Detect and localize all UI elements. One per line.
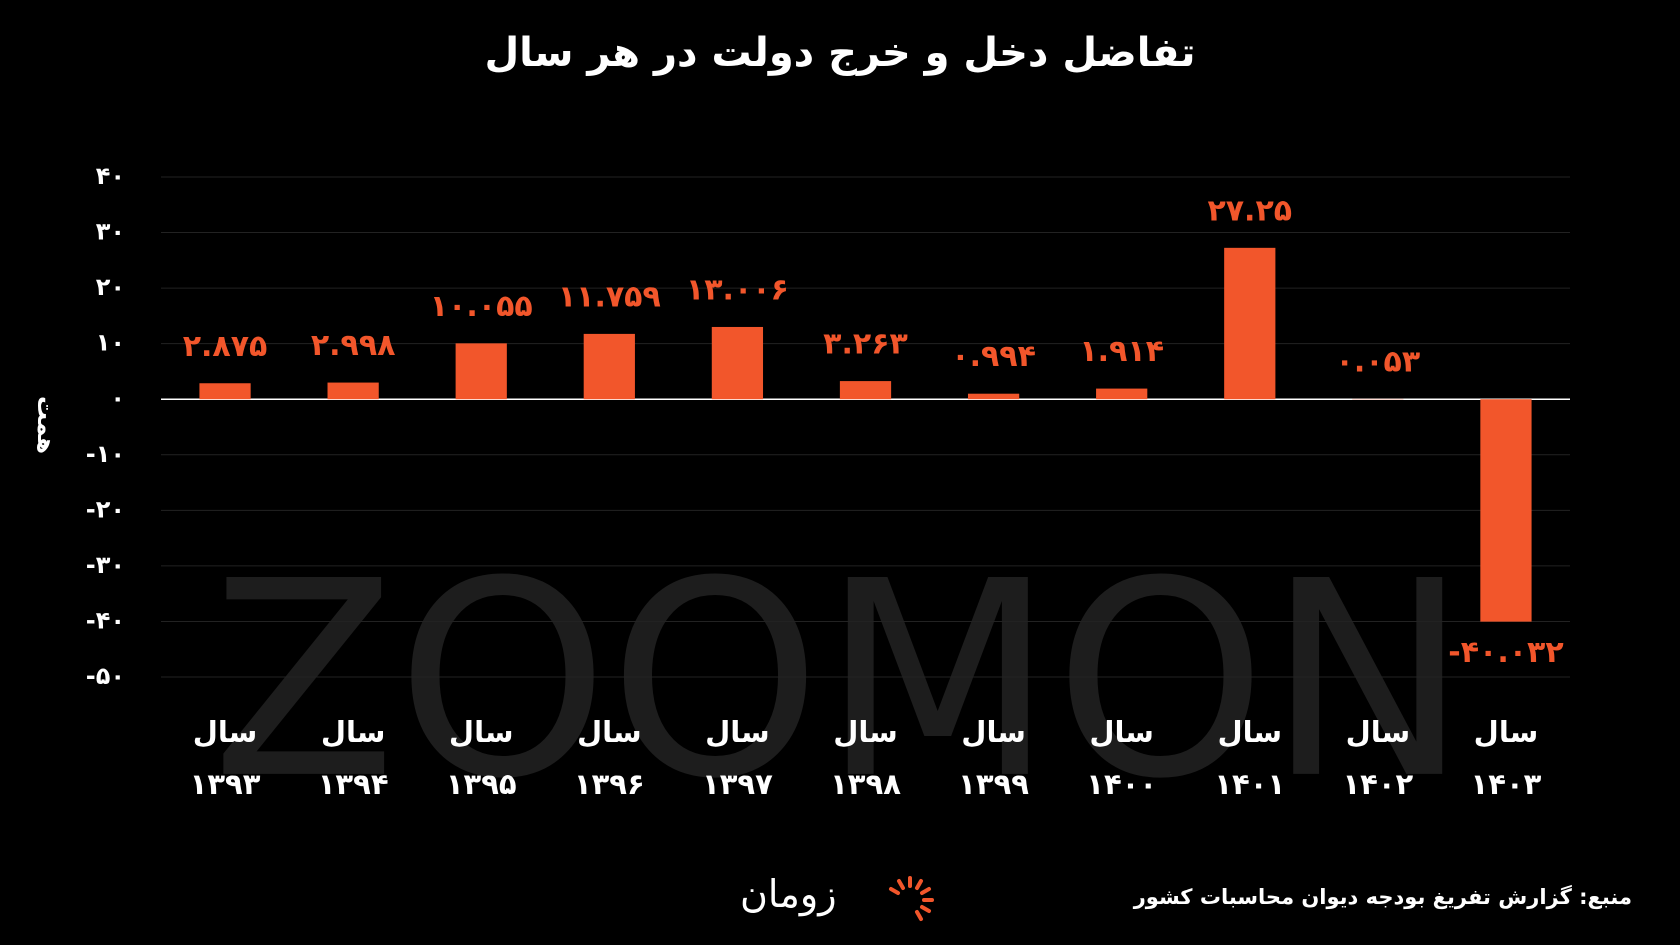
logo: زومان [740,872,837,916]
x-tick-label: سال ۱۳۹۷ [702,715,773,801]
chart-title: تفاضل دخل و خرج دولت در هر سال [484,30,1195,76]
value-label: ۲.۹۹۸ [311,328,396,363]
y-tick-label: ۳۰ [96,218,125,246]
value-label: ۱.۹۱۴ [1079,334,1164,369]
x-tick-label: سال ۱۴۰۳ [1470,715,1542,801]
bar [711,326,764,400]
y-tick-label: ۰ [110,384,125,412]
value-label: ۲۷.۲۵ [1207,193,1292,228]
bar [583,333,635,400]
y-tick-label: ۴۰ [96,162,125,190]
x-tick-label: سال ۱۴۰۲ [1342,715,1414,801]
bar [327,382,379,400]
value-label: ۳.۲۶۳ [823,327,908,362]
value-label: -۴۰.۰۳۲ [1448,635,1563,670]
value-label: ۱۱.۷۵۹ [558,279,661,314]
bar [1480,399,1532,622]
bar [455,343,507,400]
y-axis-label: همت [32,396,60,454]
x-tick-label: سال ۱۳۹۳ [189,715,261,801]
bar [1224,247,1276,400]
x-tick-label: سال ۱۳۹۸ [830,715,901,801]
y-tick-label: -۲۰ [86,495,125,523]
value-label: ۱۳.۰۰۶ [686,272,789,307]
x-tick-label: سال ۱۳۹۶ [573,715,645,801]
y-tick-label: ۲۰ [96,273,125,301]
bar [1096,388,1148,400]
x-tick-label: سال ۱۳۹۵ [445,715,517,801]
value-label: ۲.۸۷۵ [183,329,268,364]
bar [967,393,1020,400]
x-tick-label: سال ۱۴۰۱ [1214,715,1286,801]
watermark: ZOOMON [211,523,1468,838]
bar [199,383,251,400]
y-tick-label: -۱۰ [86,440,125,468]
y-tick-label: -۴۰ [86,606,125,634]
bar [839,381,892,400]
logo-icon [889,876,934,921]
x-tick-label: سال ۱۳۹۴ [317,715,389,801]
x-tick-label: سال ۱۳۹۹ [958,715,1029,801]
value-label: ۰.۹۹۴ [951,339,1036,374]
y-tick-label: -۳۰ [86,551,125,579]
y-tick-label: -۵۰ [86,662,125,690]
value-label: ۰.۰۵۳ [1336,344,1421,379]
y-tick-label: ۱۰ [96,329,125,357]
x-tick-label: سال ۱۴۰۰ [1086,715,1158,801]
source: منبع: گزارش تفریغ بودجه دیوان محاسبات کش… [1133,885,1632,909]
value-label: ۱۰.۰۵۵ [430,289,533,324]
